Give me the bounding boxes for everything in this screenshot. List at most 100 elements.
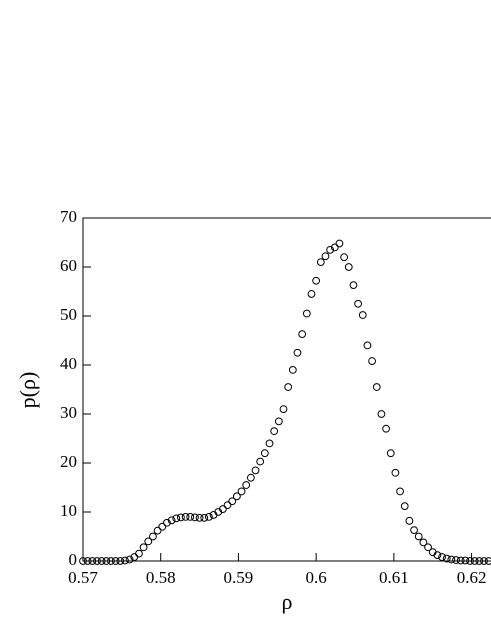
- point: [284, 383, 293, 391]
- point: [88, 557, 97, 565]
- y-axis-title: p(ρ): [15, 372, 40, 409]
- point: [410, 526, 418, 535]
- point: [400, 502, 409, 511]
- y-tick-label: 30: [60, 403, 77, 422]
- point: [386, 449, 395, 458]
- point: [135, 549, 143, 558]
- point: [358, 311, 367, 319]
- point: [354, 299, 363, 308]
- point: [419, 538, 428, 547]
- point: [246, 473, 255, 482]
- point: [442, 554, 451, 563]
- point: [172, 514, 181, 523]
- point: [181, 513, 190, 521]
- point: [335, 239, 344, 248]
- point: [93, 557, 101, 565]
- y-tick-label: 20: [60, 452, 77, 471]
- x-tick-label: 0.61: [379, 568, 409, 587]
- point: [237, 487, 246, 496]
- x-axis-title: ρ: [282, 589, 293, 614]
- x-tick-label: 0.59: [224, 568, 254, 587]
- point: [372, 383, 381, 391]
- point: [424, 543, 432, 552]
- point: [377, 410, 386, 418]
- plot-frame: [82, 217, 491, 562]
- point: [111, 557, 120, 565]
- point: [480, 557, 488, 565]
- point: [349, 281, 358, 290]
- point: [200, 513, 209, 522]
- point: [312, 276, 321, 285]
- point: [330, 243, 339, 252]
- point: [293, 348, 302, 357]
- point: [307, 290, 316, 298]
- point: [363, 341, 372, 350]
- point: [433, 551, 442, 560]
- point: [470, 557, 479, 565]
- x-tick-label: 0.62: [457, 568, 487, 587]
- point: [223, 501, 232, 510]
- point: [107, 557, 115, 565]
- point: [340, 253, 349, 262]
- x-tick-label: 0.57: [68, 568, 98, 587]
- point: [232, 492, 241, 501]
- y-tick-label: 70: [60, 207, 77, 226]
- point: [382, 424, 390, 433]
- point: [456, 556, 465, 565]
- point: [256, 457, 265, 466]
- point: [186, 513, 195, 521]
- y-tick-label: 10: [60, 501, 77, 520]
- point: [405, 516, 414, 525]
- point: [163, 518, 171, 527]
- point: [475, 557, 484, 565]
- point: [274, 417, 283, 426]
- point: [288, 366, 297, 374]
- point: [279, 405, 288, 414]
- point: [298, 330, 307, 339]
- point: [102, 557, 111, 565]
- y-tick-label: 60: [60, 256, 77, 275]
- point: [116, 557, 125, 565]
- point: [228, 497, 237, 506]
- point: [218, 505, 227, 513]
- point: [270, 427, 279, 436]
- point: [242, 481, 251, 489]
- point: [153, 526, 162, 535]
- point: [139, 543, 148, 552]
- y-tick-label: 0: [69, 550, 78, 569]
- point: [125, 555, 134, 564]
- point: [396, 487, 404, 496]
- point: [414, 532, 423, 541]
- point: [149, 532, 157, 541]
- point: [368, 357, 376, 365]
- point: [391, 468, 400, 477]
- point: [195, 513, 204, 522]
- point: [260, 449, 269, 458]
- point: [321, 252, 330, 261]
- point: [177, 513, 185, 522]
- x-tick-label: 0.58: [146, 568, 176, 587]
- point: [97, 557, 106, 565]
- point: [447, 555, 456, 564]
- point: [461, 556, 470, 565]
- point: [302, 309, 311, 318]
- point: [344, 263, 353, 271]
- point: [144, 537, 153, 546]
- point: [158, 522, 167, 531]
- point: [326, 245, 335, 254]
- point: [484, 557, 491, 565]
- point: [452, 556, 460, 564]
- x-tick-label: 0.6: [306, 568, 327, 587]
- point: [121, 556, 129, 565]
- point: [167, 516, 176, 525]
- point: [316, 258, 325, 267]
- point: [191, 513, 199, 522]
- point: [251, 466, 260, 475]
- point: [83, 557, 92, 565]
- point: [204, 513, 213, 521]
- point: [466, 557, 474, 565]
- y-tick-label: 40: [60, 354, 77, 373]
- point: [265, 439, 274, 448]
- y-tick-label: 50: [60, 305, 77, 324]
